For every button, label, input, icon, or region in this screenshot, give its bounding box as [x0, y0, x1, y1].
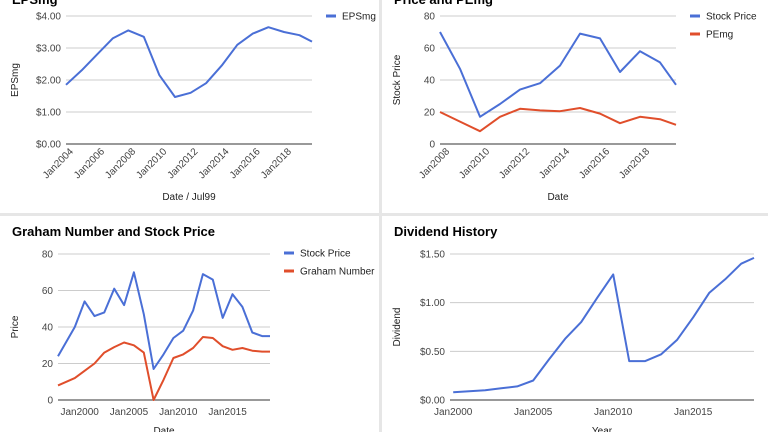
y-axis-title: EPSmg: [10, 63, 21, 97]
x-tick-label: Jan2010: [457, 146, 492, 181]
y-tick-label: $0.50: [420, 347, 445, 358]
price-pe-chart-panel: Price and PEmg020406080Jan2008Jan2010Jan…: [382, 0, 768, 213]
series-line-epsmg: [65, 26, 313, 98]
eps-chart-panel: EPSmg$0.00$1.00$2.00$3.00$4.00Jan2004Jan…: [0, 0, 379, 213]
y-axis-title: Dividend: [392, 308, 403, 347]
y-tick-label: $1.00: [36, 108, 61, 119]
x-axis-title: Date / Jul99: [162, 192, 216, 203]
legend-label: EPSmg: [342, 12, 376, 23]
x-tick-label: Jan2016: [228, 146, 263, 181]
x-tick-label: Jan2010: [594, 407, 633, 418]
legend-label: Stock Price: [300, 249, 351, 260]
x-tick-label: Jan2012: [497, 146, 532, 181]
x-tick-label: Jan2015: [674, 407, 713, 418]
graham-chart-svg: 0 20 40 60 80 Jan2000 Jan2005 Jan2010 Jan2015 Dat…: [10, 249, 375, 432]
y-axis-title: Price: [10, 315, 21, 338]
x-tick-label: Jan2012: [166, 146, 201, 181]
y-tick-label: $2.00: [36, 76, 61, 87]
legend-label: Graham Number: [300, 267, 375, 278]
price-pe-chart-svg: Price and PEmg020406080Jan2008Jan2010Jan…: [392, 0, 757, 203]
x-tick-label: Jan2014: [537, 146, 572, 181]
dividend-chart-svg: $0.00 $0.50 $1.00 $1.50 Jan2000 Jan2005 Jan201…: [392, 250, 755, 432]
x-tick-label: Jan2005: [514, 407, 553, 418]
legend-label: Stock Price: [706, 12, 757, 23]
y-tick-label: 20: [42, 359, 54, 370]
series-line-stock-price: [57, 271, 270, 370]
y-tick-label: $0.00: [36, 140, 61, 151]
y-tick-label: 20: [424, 108, 436, 119]
x-tick-label: Jan2015: [208, 407, 247, 418]
y-tick-label: 0: [47, 396, 53, 407]
x-tick-label: Jan2004: [41, 146, 76, 181]
x-tick-label: Jan2018: [259, 146, 294, 181]
y-tick-label: $1.50: [420, 250, 445, 261]
graham-chart-panel: Graham Number and Stock Price 0 20 40 60 80 J…: [0, 216, 379, 432]
x-axis-title: Year: [592, 426, 613, 432]
x-tick-label: Jan2010: [134, 146, 169, 181]
legend-label: PEmg: [706, 30, 733, 41]
x-tick-label: Jan2000: [434, 407, 473, 418]
y-tick-label: 60: [42, 286, 54, 297]
x-tick-label: Jan2000: [61, 407, 100, 418]
series-line-stock-price: [439, 31, 677, 118]
x-axis-title: Date: [547, 192, 569, 203]
y-tick-label: 60: [424, 44, 436, 55]
y-tick-label: 40: [424, 76, 436, 87]
y-tick-label: 40: [42, 323, 54, 334]
y-tick-label: $1.00: [420, 298, 445, 309]
eps-chart-svg: EPSmg$0.00$1.00$2.00$3.00$4.00Jan2004Jan…: [10, 0, 376, 203]
series-line-graham-number: [57, 336, 270, 401]
x-tick-label: Jan2008: [103, 146, 138, 181]
y-tick-label: $4.00: [36, 12, 61, 23]
x-tick-label: Jan2010: [159, 407, 198, 418]
x-tick-label: Jan2014: [197, 146, 232, 181]
y-tick-label: $0.00: [420, 396, 445, 407]
x-axis-title: Date: [153, 426, 175, 432]
chart-title: EPSmg: [12, 0, 58, 7]
series-line-pemg: [439, 107, 677, 133]
y-axis-title: Stock Price: [392, 54, 403, 105]
y-tick-label: 0: [429, 140, 435, 151]
x-tick-label: Jan2018: [617, 146, 652, 181]
x-tick-label: Jan2016: [577, 146, 612, 181]
x-tick-label: Jan2006: [72, 146, 107, 181]
x-tick-label: Jan2005: [110, 407, 149, 418]
dividend-chart-panel: Dividend History $0.00 $0.50 $1.00 $1.50 Jan…: [382, 216, 768, 432]
y-tick-label: 80: [424, 12, 436, 23]
x-tick-label: Jan2008: [417, 146, 452, 181]
y-tick-label: $3.00: [36, 44, 61, 55]
series-line: [453, 256, 755, 394]
chart-title: Graham Number and Stock Price: [12, 224, 216, 239]
chart-title: Dividend History: [394, 224, 498, 239]
chart-title: Price and PEmg: [394, 0, 493, 7]
y-tick-label: 80: [42, 250, 54, 261]
